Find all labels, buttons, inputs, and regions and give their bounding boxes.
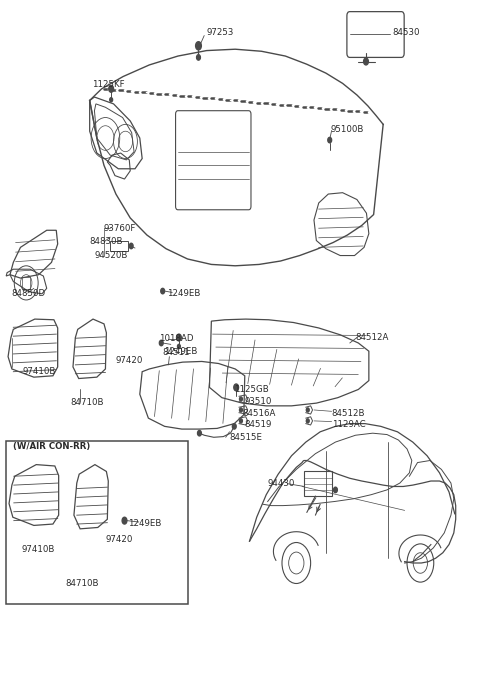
Text: 84710B: 84710B xyxy=(71,398,104,407)
Circle shape xyxy=(161,288,165,294)
Text: 84710B: 84710B xyxy=(66,579,99,588)
Circle shape xyxy=(240,397,242,401)
Circle shape xyxy=(232,424,236,429)
Text: 93510: 93510 xyxy=(245,397,272,406)
Text: (W/AIR CON-RR): (W/AIR CON-RR) xyxy=(13,442,91,451)
Text: 97420: 97420 xyxy=(106,534,133,543)
Text: 84515E: 84515E xyxy=(229,433,263,442)
Text: 1249EB: 1249EB xyxy=(168,289,201,298)
Circle shape xyxy=(198,430,201,436)
Text: 84519: 84519 xyxy=(245,420,272,429)
Text: 1125GB: 1125GB xyxy=(234,385,269,394)
Text: 97410B: 97410B xyxy=(23,367,56,376)
Bar xyxy=(304,471,332,496)
Circle shape xyxy=(109,86,114,92)
Text: 97420: 97420 xyxy=(116,356,144,365)
Circle shape xyxy=(364,58,368,65)
Circle shape xyxy=(122,517,127,524)
Circle shape xyxy=(328,137,332,143)
Bar xyxy=(110,241,128,251)
Text: 84512B: 84512B xyxy=(332,409,365,418)
Circle shape xyxy=(178,344,180,348)
Circle shape xyxy=(177,334,181,341)
Text: 94520B: 94520B xyxy=(95,251,128,260)
Text: 1018AD: 1018AD xyxy=(159,334,193,344)
Circle shape xyxy=(306,419,309,423)
Circle shape xyxy=(240,408,242,412)
Text: 84511: 84511 xyxy=(163,348,190,357)
Circle shape xyxy=(159,340,163,346)
Text: 95100B: 95100B xyxy=(331,125,364,134)
Text: 84512A: 84512A xyxy=(356,333,389,342)
Text: 84530: 84530 xyxy=(393,28,420,37)
Bar xyxy=(6,441,188,604)
Text: 84516A: 84516A xyxy=(242,409,276,418)
Text: 1129AC: 1129AC xyxy=(332,420,365,429)
Text: 1249EB: 1249EB xyxy=(164,346,197,356)
Text: 97253: 97253 xyxy=(206,28,234,37)
Text: 1249EB: 1249EB xyxy=(128,519,161,528)
Circle shape xyxy=(197,55,200,60)
Text: 84850D: 84850D xyxy=(11,289,45,298)
Text: 84830B: 84830B xyxy=(90,237,123,246)
Circle shape xyxy=(234,384,239,391)
Text: 93760F: 93760F xyxy=(104,224,136,233)
Text: 94430: 94430 xyxy=(268,480,295,488)
Circle shape xyxy=(306,408,309,412)
Text: 97410B: 97410B xyxy=(22,545,55,554)
Circle shape xyxy=(129,244,133,249)
Circle shape xyxy=(240,419,242,423)
Text: 1125KF: 1125KF xyxy=(92,80,125,89)
Circle shape xyxy=(110,97,113,102)
Bar xyxy=(22,276,31,289)
Circle shape xyxy=(196,42,201,50)
Circle shape xyxy=(334,487,337,493)
